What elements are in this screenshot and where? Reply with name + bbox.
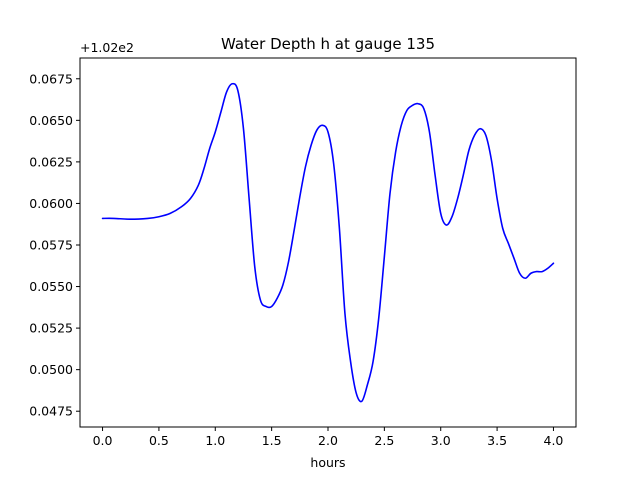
y-tick-label: 0.0500 xyxy=(29,362,73,377)
x-axis-ticks: 0.0 0.5 1.0 1.5 2.0 2.5 3.0 3.5 4.0 xyxy=(93,427,564,448)
y-tick-label: 0.0650 xyxy=(29,113,73,128)
y-axis-offset-label: +1.02e2 xyxy=(80,40,134,55)
x-tick-label: 1.0 xyxy=(205,433,225,448)
y-axis-ticks: 0.0475 0.0500 0.0525 0.0550 0.0575 0.0600 0.06… xyxy=(29,71,80,419)
x-tick-label: 3.5 xyxy=(487,433,507,448)
y-tick-label: 0.0575 xyxy=(29,237,73,252)
series-line xyxy=(101,82,555,403)
x-tick-label: 4.0 xyxy=(544,433,564,448)
x-tick-label: 0.0 xyxy=(93,433,113,448)
y-tick-label: 0.0525 xyxy=(29,321,73,336)
x-tick-label: 0.5 xyxy=(149,433,169,448)
chart-title: Water Depth h at gauge 135 xyxy=(221,35,435,53)
x-tick-label: 1.5 xyxy=(262,433,282,448)
x-tick-label: 3.0 xyxy=(431,433,451,448)
x-tick-label: 2.0 xyxy=(318,433,338,448)
x-tick-label: 2.5 xyxy=(374,433,394,448)
y-tick-label: 0.0550 xyxy=(29,279,73,294)
y-tick-label: 0.0475 xyxy=(29,404,73,419)
y-tick-label: 0.0600 xyxy=(29,196,73,211)
y-tick-label: 0.0675 xyxy=(29,71,73,86)
x-axis-label: hours xyxy=(310,455,345,470)
series-group xyxy=(101,82,555,403)
y-tick-label: 0.0625 xyxy=(29,154,73,169)
